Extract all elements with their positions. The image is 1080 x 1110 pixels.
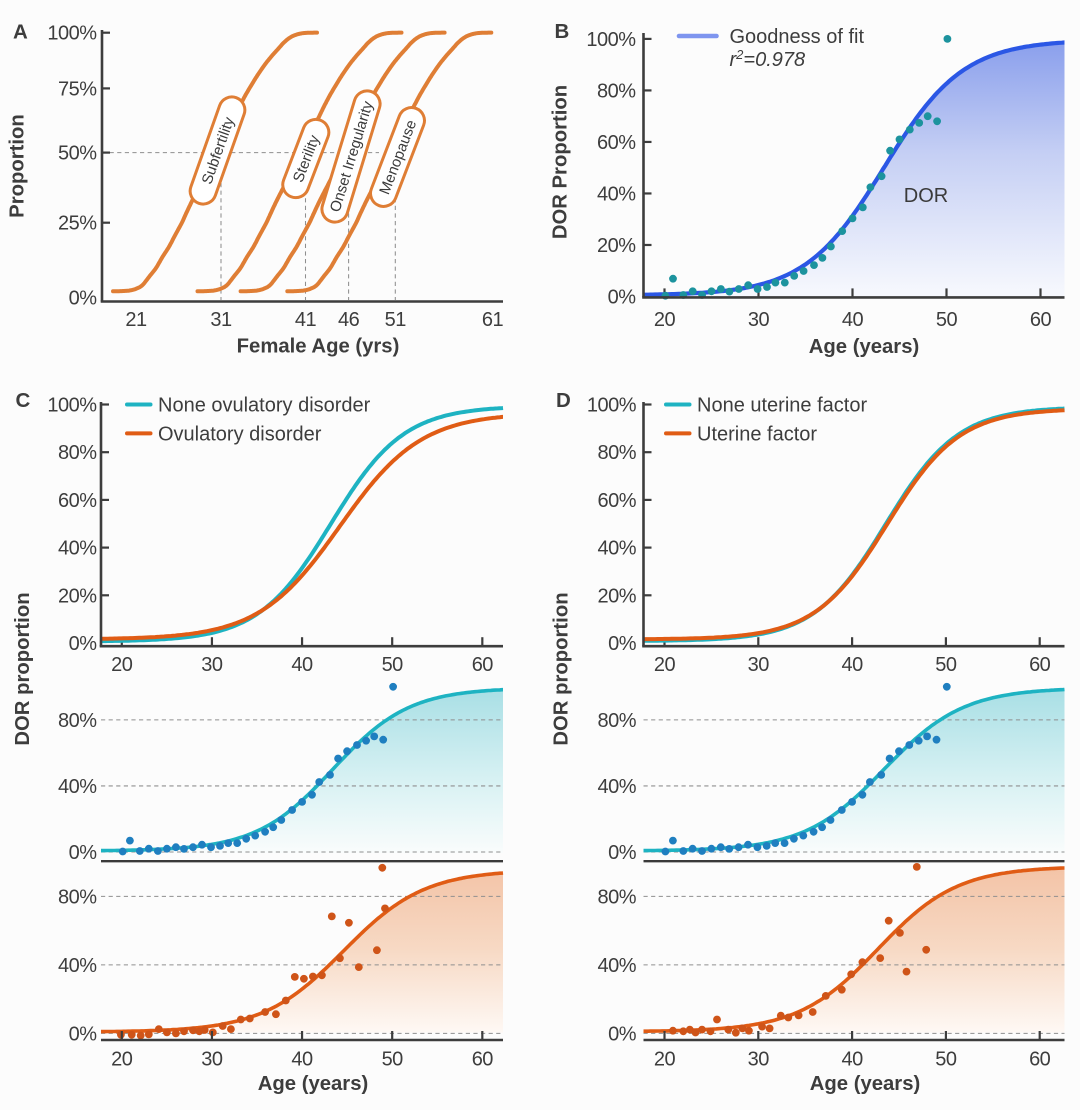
svg-text:Female Age (yrs): Female Age (yrs) xyxy=(237,336,400,358)
svg-text:51: 51 xyxy=(385,309,407,331)
svg-text:40: 40 xyxy=(841,654,863,676)
svg-text:100%: 100% xyxy=(47,395,97,417)
svg-text:50: 50 xyxy=(935,1049,957,1071)
svg-text:40%: 40% xyxy=(58,955,97,977)
svg-text:40: 40 xyxy=(291,654,313,676)
svg-text:61: 61 xyxy=(482,309,504,331)
svg-text:Proportion: Proportion xyxy=(7,114,29,218)
svg-text:60%: 60% xyxy=(597,132,636,154)
svg-text:50%: 50% xyxy=(58,143,97,165)
svg-text:40%: 40% xyxy=(597,183,636,205)
svg-text:20: 20 xyxy=(654,1049,676,1071)
svg-text:50: 50 xyxy=(382,1049,404,1071)
svg-text:DOR Proportion: DOR Proportion xyxy=(550,85,572,239)
svg-text:41: 41 xyxy=(295,309,317,331)
svg-text:80%: 80% xyxy=(597,442,636,464)
svg-text:50: 50 xyxy=(382,654,404,676)
svg-text:46: 46 xyxy=(338,309,360,331)
svg-text:Age (years): Age (years) xyxy=(810,1073,920,1095)
svg-text:Age (years): Age (years) xyxy=(809,336,919,358)
svg-text:100%: 100% xyxy=(587,395,637,417)
svg-text:100%: 100% xyxy=(47,23,97,45)
svg-text:31: 31 xyxy=(210,309,232,331)
svg-text:DOR proportion: DOR proportion xyxy=(551,592,573,745)
svg-text:30: 30 xyxy=(748,1049,770,1071)
svg-text:40%: 40% xyxy=(597,538,636,560)
svg-text:C: C xyxy=(16,389,31,412)
svg-text:0%: 0% xyxy=(608,1023,637,1045)
svg-text:40%: 40% xyxy=(58,538,97,560)
svg-text:D: D xyxy=(556,389,571,412)
svg-text:DOR proportion: DOR proportion xyxy=(12,592,34,745)
svg-text:0%: 0% xyxy=(608,842,637,864)
svg-text:20%: 20% xyxy=(597,235,636,257)
svg-text:25%: 25% xyxy=(58,213,97,235)
svg-text:80%: 80% xyxy=(58,710,97,732)
svg-text:80%: 80% xyxy=(597,710,636,732)
svg-text:40: 40 xyxy=(842,309,864,331)
svg-text:40: 40 xyxy=(841,1049,863,1071)
svg-text:60: 60 xyxy=(1030,309,1052,331)
svg-text:None ovulatory disorder: None ovulatory disorder xyxy=(158,395,371,417)
svg-text:80%: 80% xyxy=(597,80,636,102)
svg-text:DOR: DOR xyxy=(904,185,948,207)
svg-text:20%: 20% xyxy=(597,585,636,607)
svg-text:Ovulatory disorder: Ovulatory disorder xyxy=(158,423,322,445)
svg-text:20: 20 xyxy=(111,654,133,676)
svg-text:50: 50 xyxy=(936,309,958,331)
svg-text:100%: 100% xyxy=(586,29,636,51)
svg-text:40%: 40% xyxy=(597,776,636,798)
svg-text:21: 21 xyxy=(125,309,147,331)
svg-text:30: 30 xyxy=(748,309,770,331)
svg-text:Goodness of fit: Goodness of fit xyxy=(730,26,865,48)
svg-text:40%: 40% xyxy=(597,955,636,977)
svg-text:None uterine factor: None uterine factor xyxy=(697,395,867,417)
svg-text:0%: 0% xyxy=(608,633,637,655)
svg-text:75%: 75% xyxy=(58,78,97,100)
svg-text:B: B xyxy=(555,20,570,43)
svg-text:Uterine factor: Uterine factor xyxy=(697,423,817,445)
svg-text:60%: 60% xyxy=(597,490,636,512)
svg-text:30: 30 xyxy=(201,1049,223,1071)
svg-text:80%: 80% xyxy=(597,886,636,908)
svg-text:60: 60 xyxy=(1029,654,1051,676)
svg-text:60: 60 xyxy=(472,1049,494,1071)
svg-text:0%: 0% xyxy=(69,288,98,310)
svg-text:50: 50 xyxy=(935,654,957,676)
svg-text:0%: 0% xyxy=(69,1023,98,1045)
svg-text:40: 40 xyxy=(291,1049,313,1071)
svg-text:0%: 0% xyxy=(69,842,98,864)
svg-text:30: 30 xyxy=(748,654,770,676)
svg-text:Age (years): Age (years) xyxy=(258,1073,368,1095)
svg-text:20: 20 xyxy=(111,1049,133,1071)
svg-text:80%: 80% xyxy=(58,442,97,464)
svg-text:30: 30 xyxy=(201,654,223,676)
svg-text:20: 20 xyxy=(654,654,676,676)
svg-text:60: 60 xyxy=(1029,1049,1051,1071)
svg-text:20%: 20% xyxy=(58,585,97,607)
svg-text:0%: 0% xyxy=(608,287,637,309)
svg-text:80%: 80% xyxy=(58,886,97,908)
svg-text:40%: 40% xyxy=(58,776,97,798)
svg-text:20: 20 xyxy=(654,309,676,331)
svg-text:60: 60 xyxy=(472,654,494,676)
svg-text:60%: 60% xyxy=(58,490,97,512)
svg-text:A: A xyxy=(13,21,28,44)
svg-text:0%: 0% xyxy=(69,633,98,655)
